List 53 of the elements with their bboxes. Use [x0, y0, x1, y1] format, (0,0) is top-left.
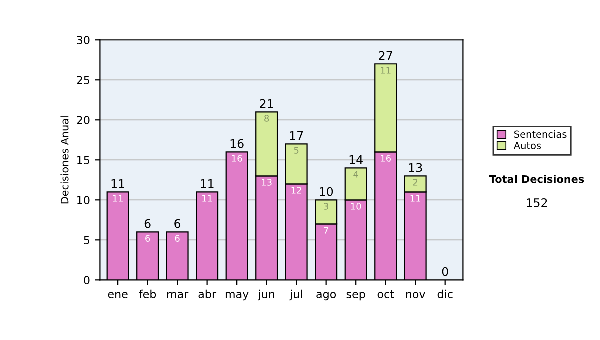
- data-label: 12: [292, 187, 302, 194]
- total-label: 11: [201, 179, 214, 188]
- data-label: 13: [262, 179, 272, 186]
- data-label: 5: [294, 147, 299, 154]
- y-tick-label: 5: [84, 236, 90, 245]
- data-label: 11: [410, 195, 421, 202]
- x-tick-label: jun: [258, 290, 274, 301]
- data-label: 11: [202, 195, 212, 202]
- y-tick-label: 30: [77, 36, 90, 44]
- text: 152: [527, 198, 548, 208]
- total-label: 21: [260, 99, 274, 108]
- x-tick-label: mar: [167, 292, 189, 298]
- total-label: 6: [144, 219, 151, 228]
- y-tick-label: 20: [77, 116, 90, 125]
- legend-label: Autos: [514, 142, 542, 150]
- y-tick-label: 0: [84, 276, 90, 285]
- x-tick-label: jul: [290, 290, 302, 301]
- x-tick-label: dic: [438, 290, 453, 298]
- x-tick-label: may: [226, 292, 249, 301]
- total-label: 11: [112, 179, 124, 188]
- y-tick-label: 15: [78, 156, 90, 165]
- data-label: 7: [324, 227, 328, 234]
- data-label: 2: [413, 179, 418, 186]
- x-tick-label: feb: [139, 290, 156, 298]
- x-tick-label: ago: [316, 292, 336, 301]
- data-label: 8: [264, 115, 270, 122]
- total-label: 6: [174, 219, 181, 228]
- x-tick-label: abr: [198, 290, 217, 298]
- data-label: 11: [381, 67, 391, 74]
- total-label: 14: [350, 155, 363, 164]
- x-tick-label: nov: [406, 292, 426, 298]
- data-label: 16: [232, 155, 242, 162]
- data-label: 6: [146, 235, 150, 242]
- total-label: 10: [320, 187, 334, 196]
- total-label: 27: [379, 51, 392, 60]
- total-label: 17: [290, 131, 304, 140]
- data-label: 11: [113, 195, 123, 202]
- data-label: 16: [381, 155, 392, 162]
- total-label: 0: [442, 267, 448, 276]
- data-label: 10: [351, 203, 362, 210]
- x-tick-label: oct: [378, 290, 394, 298]
- y-tick-label: 10: [78, 196, 90, 205]
- data-label: 3: [324, 203, 328, 210]
- legend-label: Sentencias: [514, 130, 567, 138]
- total-label: 13: [409, 163, 422, 172]
- y-tick-label: 25: [77, 76, 90, 85]
- text: Total Decisiones: [489, 175, 584, 184]
- data-label: 6: [175, 235, 180, 242]
- data-label: 4: [354, 171, 358, 178]
- y-axis-title: Decisiones Anual: [60, 116, 69, 204]
- x-tick-label: sep: [346, 292, 366, 301]
- total-label: 16: [230, 139, 244, 148]
- x-tick-label: ene: [108, 292, 128, 298]
